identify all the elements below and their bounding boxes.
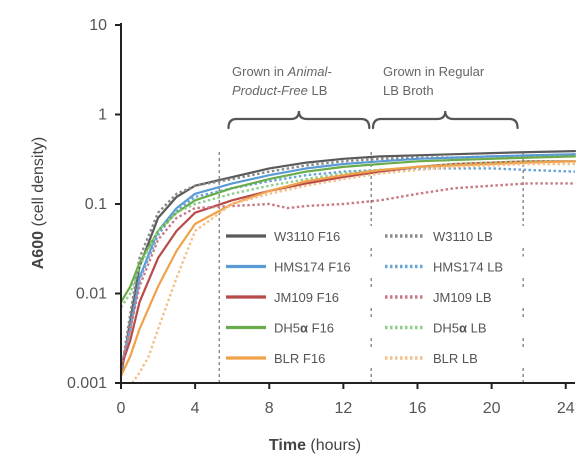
series-line	[131, 162, 575, 384]
annotation-label-part: Regular	[439, 64, 485, 79]
legend-bg	[222, 348, 372, 368]
legend-bg	[381, 317, 531, 338]
curly-brace	[227, 110, 371, 130]
y-tick-label: 0.01	[76, 286, 107, 303]
legend-bg	[381, 287, 531, 307]
annotation-label-part: Grown	[383, 64, 421, 79]
legend-label: HMS174 F16	[274, 260, 351, 275]
axes: 0.001 0.01 0.1 1 10 0 4 8 12 16 20 24	[67, 17, 575, 417]
series-line	[119, 150, 577, 377]
x-tick-label: 8	[265, 400, 274, 417]
legend-label: HMS174 LB	[433, 260, 503, 275]
legend-label-part: DH5	[433, 321, 459, 336]
annotation-label-part: Product-Free	[232, 83, 308, 98]
legend-bg	[381, 256, 531, 277]
annotation-label-part: LB	[312, 83, 328, 98]
annotation-label: Product-Free LB	[232, 83, 327, 98]
legend-bg	[381, 348, 531, 368]
y-axis-title: A600 (cell density)	[30, 137, 47, 270]
legend-label-alpha: α	[459, 321, 467, 336]
annotation-label-part: Grown	[232, 64, 270, 79]
legend-label: W3110 LB	[433, 229, 493, 244]
annotation-label-part: Broth	[403, 83, 434, 98]
series-line	[119, 153, 577, 369]
x-tick-label: 16	[409, 400, 427, 417]
y-axis-title-bold: A600	[30, 231, 47, 269]
y-axis-title-rest: (cell density)	[30, 137, 47, 231]
curly-brace	[371, 110, 519, 130]
legend-label: BLR F16	[274, 351, 325, 366]
legend-label: BLR LB	[433, 351, 478, 366]
legend-bg	[222, 256, 372, 277]
annotation-label: LB Broth	[383, 83, 434, 98]
y-tick-label: 1	[98, 107, 107, 124]
legend-label: JM109 F16	[274, 290, 339, 305]
legend-label: DH5α LB	[433, 321, 487, 336]
legend-label-part: DH5	[274, 321, 300, 336]
x-tick-label: 12	[334, 400, 352, 417]
annotation-label: Grown in Regular	[383, 64, 485, 79]
legend-label-part: F16	[308, 321, 334, 336]
legend-label: JM109 LB	[433, 290, 492, 305]
annotation-label-part: in	[425, 64, 435, 79]
x-tick-label: 24	[557, 400, 575, 417]
annotation-label-part: LB	[383, 83, 399, 98]
x-axis-title-rest: (hours)	[306, 437, 361, 454]
x-axis-title: Time (hours)	[269, 437, 361, 454]
series-line	[119, 167, 576, 371]
legend-label-alpha: α	[300, 321, 308, 336]
legend-label-part: LB	[467, 321, 487, 336]
series-line	[119, 182, 575, 368]
annotation-label: Grown in Animal-	[232, 64, 332, 79]
legend-label: DH5α F16	[274, 321, 334, 336]
legend-bg	[222, 287, 372, 307]
annotation-label-part: Animal-	[287, 64, 333, 79]
legend: W3110 F16 W3110 LB HMS174 F16 HMS174 LB JM10…	[222, 226, 531, 368]
annotation-label-part: in	[274, 64, 284, 79]
series-line	[120, 160, 575, 309]
x-tick-label: 4	[191, 400, 200, 417]
series-line	[119, 160, 577, 377]
series-lines	[119, 150, 577, 384]
y-tick-label: 10	[89, 17, 107, 34]
x-axis-title-bold: Time	[269, 437, 306, 454]
x-tick-label: 0	[117, 400, 126, 417]
y-tick-label: 0.1	[85, 196, 107, 213]
annotations: Grown in Animal- Product-Free LB Grown in …	[227, 64, 519, 130]
legend-bg	[381, 226, 531, 246]
legend-bg	[222, 317, 372, 338]
y-tick-label: 0.001	[67, 375, 107, 392]
legend-bg	[222, 226, 372, 246]
legend-label: W3110 F16	[274, 229, 340, 244]
x-tick-label: 20	[483, 400, 501, 417]
